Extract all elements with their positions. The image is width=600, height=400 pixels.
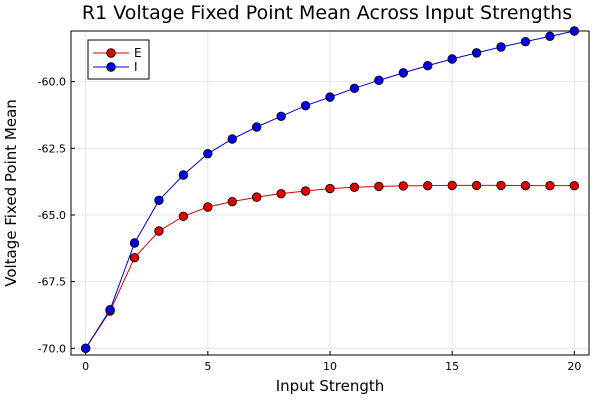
point-i bbox=[520, 36, 531, 47]
legend: E I bbox=[87, 39, 150, 80]
point-e bbox=[251, 192, 262, 202]
point-e bbox=[423, 180, 433, 191]
point-i bbox=[203, 148, 213, 159]
y-tick-label: -60.0 bbox=[38, 76, 66, 89]
point-e bbox=[325, 183, 335, 194]
point-i bbox=[80, 343, 91, 354]
point-i bbox=[471, 48, 482, 58]
point-e bbox=[349, 182, 360, 192]
point-i bbox=[496, 42, 506, 52]
point-e bbox=[154, 226, 164, 236]
x-tick-label: 5 bbox=[204, 360, 211, 373]
x-tick-label: 0 bbox=[82, 360, 89, 373]
point-i bbox=[154, 195, 164, 206]
y-tick-label: -70.0 bbox=[38, 342, 66, 355]
point-e bbox=[496, 180, 506, 191]
point-i bbox=[423, 60, 433, 71]
point-e bbox=[471, 180, 482, 191]
x-tick-label: 20 bbox=[567, 360, 581, 373]
y-tick-label: -65.0 bbox=[38, 209, 66, 222]
legend-label-i: I bbox=[134, 60, 138, 74]
x-axis-ticks: 0 5 10 15 20 bbox=[82, 351, 581, 373]
point-e bbox=[276, 188, 286, 199]
legend-marker-e bbox=[106, 48, 116, 58]
point-i bbox=[447, 54, 457, 64]
y-tick-label: -62.5 bbox=[38, 142, 66, 155]
legend-box bbox=[87, 39, 150, 80]
y-grid bbox=[71, 81, 589, 349]
point-e bbox=[374, 181, 384, 192]
point-i bbox=[398, 68, 409, 78]
point-i bbox=[227, 134, 237, 144]
point-e bbox=[569, 180, 580, 191]
chart-title: R1 Voltage Fixed Point Mean Across Input… bbox=[82, 2, 572, 24]
point-e bbox=[178, 211, 189, 222]
point-i bbox=[545, 31, 555, 42]
point-e bbox=[545, 180, 555, 191]
point-i bbox=[105, 304, 115, 315]
point-e bbox=[520, 180, 531, 191]
y-axis-ticks: -70.0 -67.5 -65.0 -62.5 -60.0 bbox=[38, 76, 75, 355]
legend-marker-i bbox=[106, 62, 116, 72]
series-layer bbox=[80, 26, 580, 354]
legend-label-e: E bbox=[134, 46, 142, 60]
point-i bbox=[300, 100, 311, 111]
point-i bbox=[569, 26, 580, 36]
point-e bbox=[203, 202, 213, 212]
point-e bbox=[227, 196, 237, 207]
point-e bbox=[129, 252, 140, 263]
point-i bbox=[178, 170, 189, 180]
x-tick-label: 10 bbox=[323, 360, 337, 373]
y-tick-label: -67.5 bbox=[38, 276, 66, 289]
point-e bbox=[447, 180, 457, 191]
point-i bbox=[374, 75, 384, 86]
x-axis-label: Input Strength bbox=[276, 377, 385, 395]
point-i bbox=[349, 83, 360, 94]
point-i bbox=[129, 238, 140, 248]
point-e bbox=[300, 186, 311, 196]
point-i bbox=[325, 92, 335, 102]
x-tick-label: 15 bbox=[445, 360, 459, 373]
point-i bbox=[251, 122, 262, 132]
point-i bbox=[276, 111, 286, 122]
point-e bbox=[398, 181, 409, 191]
y-axis-label: Voltage Fixed Point Mean bbox=[2, 99, 20, 287]
